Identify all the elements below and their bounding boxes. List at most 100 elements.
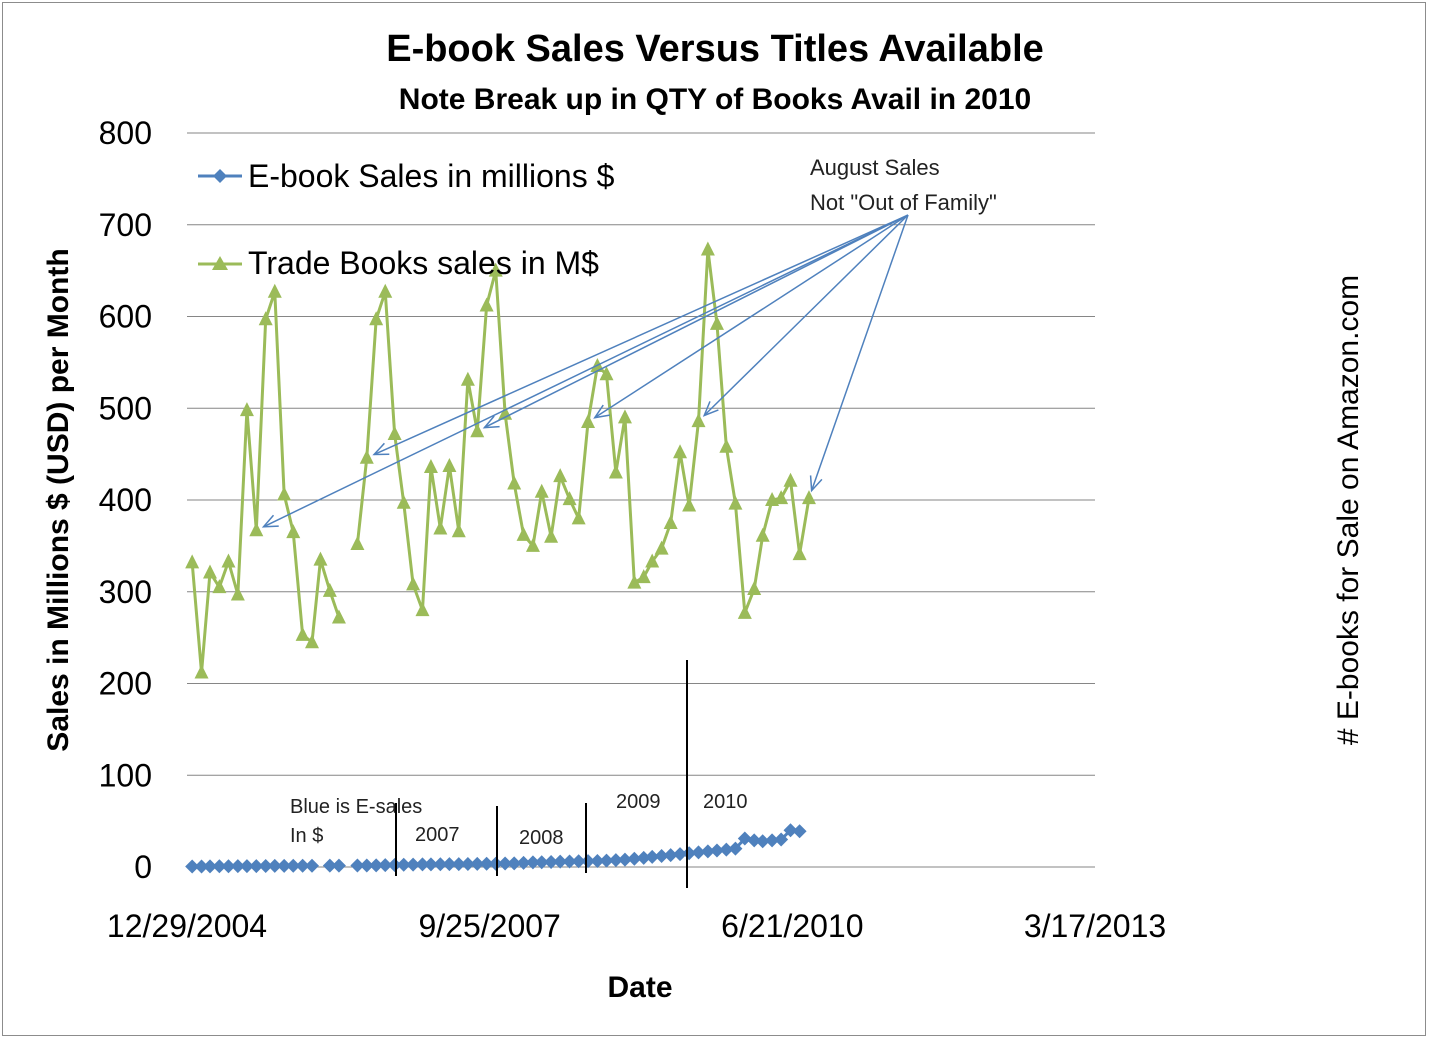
ebook-sales-point bbox=[562, 854, 577, 869]
trade-books-point bbox=[673, 444, 688, 459]
x-axis-title: Date bbox=[607, 971, 672, 1004]
august-arrow bbox=[810, 214, 909, 491]
x-tick-label: 9/25/2007 bbox=[418, 908, 560, 944]
y-axis-ticks: 0 100 200 300 400 500 600 700 800 bbox=[99, 115, 152, 885]
trade-books-point bbox=[709, 315, 724, 330]
trade-books-point bbox=[747, 580, 762, 595]
ebook-sales-point bbox=[406, 857, 421, 872]
trade-books-point bbox=[599, 366, 614, 381]
series-trade-books bbox=[185, 241, 816, 679]
legend-trade-triangle bbox=[212, 256, 228, 270]
ebook-sales-point bbox=[673, 847, 688, 862]
trade-books-line bbox=[190, 290, 341, 674]
trade-books-point bbox=[433, 520, 448, 535]
ebook-sales-point bbox=[691, 845, 706, 860]
ebook-sales-point bbox=[654, 848, 669, 863]
trade-books-line bbox=[355, 248, 811, 615]
ebook-sales-point bbox=[645, 849, 660, 864]
trade-books-point bbox=[387, 425, 402, 440]
august-arrow bbox=[594, 214, 909, 419]
trade-books-point bbox=[728, 495, 743, 510]
trade-books-point bbox=[507, 475, 522, 490]
ebook-sales-point bbox=[709, 843, 724, 858]
ebook-sales-point bbox=[331, 858, 346, 873]
trade-books-point bbox=[645, 553, 660, 568]
y-tick-label: 0 bbox=[134, 849, 152, 885]
ebook-sales-point bbox=[387, 857, 402, 872]
trade-books-point bbox=[415, 602, 430, 617]
trade-books-point bbox=[617, 409, 632, 424]
ebook-sales-point bbox=[783, 823, 798, 838]
trade-books-point bbox=[221, 553, 236, 568]
x-tick-label: 12/29/2004 bbox=[107, 908, 267, 944]
trade-books-point bbox=[369, 311, 384, 326]
y-tick-label: 500 bbox=[99, 390, 152, 426]
year-label-2009: 2009 bbox=[616, 791, 661, 813]
ebook-sales-point bbox=[792, 824, 807, 839]
trade-books-point bbox=[267, 283, 282, 298]
ebook-sales-point bbox=[728, 841, 743, 856]
ebook-sales-point bbox=[599, 853, 614, 868]
trade-books-point bbox=[700, 241, 715, 256]
legend-trade-label: Trade Books sales in M$ bbox=[248, 245, 599, 281]
trade-books-point bbox=[470, 423, 485, 438]
ebook-sales-point bbox=[627, 851, 642, 866]
august-arrowhead bbox=[702, 401, 719, 417]
trade-books-point bbox=[239, 402, 254, 417]
trade-books-point bbox=[451, 523, 466, 538]
ebook-sales-point bbox=[185, 859, 200, 874]
trade-books-point bbox=[571, 510, 586, 525]
year-label-2010: 2010 bbox=[703, 791, 748, 813]
series bbox=[185, 241, 816, 874]
ebook-sales-point bbox=[415, 857, 430, 872]
ebook-sales-point bbox=[719, 842, 734, 857]
ebook-sales-point bbox=[737, 831, 752, 846]
ebook-sales-point bbox=[369, 858, 384, 873]
ebook-sales-point bbox=[286, 858, 301, 873]
trade-books-point bbox=[203, 564, 218, 579]
y-tick-label: 800 bbox=[99, 115, 152, 151]
y-tick-label: 700 bbox=[99, 207, 152, 243]
ebook-sales-point bbox=[747, 833, 762, 848]
trade-books-point bbox=[295, 626, 310, 641]
ebook-sales-point bbox=[460, 856, 475, 871]
ebook-sales-point bbox=[194, 859, 209, 874]
trade-books-point bbox=[562, 491, 577, 506]
trade-books-point bbox=[194, 664, 209, 679]
trade-books-point bbox=[691, 413, 706, 428]
trade-books-point bbox=[801, 490, 816, 505]
trade-books-point bbox=[258, 311, 273, 326]
x-tick-label: 6/21/2010 bbox=[721, 908, 863, 944]
ebook-sales-point bbox=[203, 859, 218, 874]
trade-books-point bbox=[230, 586, 245, 601]
trade-books-point bbox=[544, 528, 559, 543]
ebook-sales-point bbox=[433, 857, 448, 872]
legend-ebook-diamond bbox=[213, 169, 227, 183]
ebook-sales-point bbox=[378, 858, 393, 873]
trade-books-point bbox=[534, 483, 549, 498]
year-label-2007: 2007 bbox=[415, 824, 460, 846]
ebook-sales-point bbox=[239, 859, 254, 874]
ebook-sales-point bbox=[305, 858, 320, 873]
trade-books-point bbox=[350, 536, 365, 551]
trade-books-point bbox=[212, 579, 227, 594]
ebook-sales-point bbox=[488, 856, 503, 871]
y-tick-label: 100 bbox=[99, 757, 152, 793]
annotations: August Sales Not "Out of Family" Blue is… bbox=[261, 155, 997, 888]
trade-books-point bbox=[249, 522, 264, 537]
trade-books-point bbox=[719, 438, 734, 453]
ebook-sales-point bbox=[267, 858, 282, 873]
ebook-sales-point bbox=[765, 833, 780, 848]
august-arrowhead bbox=[593, 404, 610, 419]
ebook-sales-point bbox=[682, 846, 697, 861]
ebook-sales-point bbox=[553, 854, 568, 869]
trade-books-point bbox=[627, 574, 642, 589]
ebook-sales-point bbox=[479, 856, 494, 871]
trade-books-point bbox=[479, 297, 494, 312]
ebook-sales-point bbox=[544, 854, 559, 869]
chart-title: E-book Sales Versus Titles Available bbox=[386, 28, 1044, 70]
gridlines bbox=[187, 132, 1095, 868]
ebook-sales-point bbox=[498, 856, 513, 871]
trade-books-point bbox=[460, 371, 475, 386]
